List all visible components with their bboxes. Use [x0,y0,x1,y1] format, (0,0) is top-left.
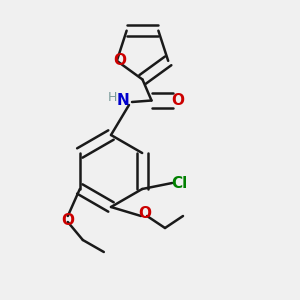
Text: Cl: Cl [172,176,188,190]
Text: N: N [117,93,129,108]
Text: O: O [113,53,126,68]
Text: H: H [108,91,117,104]
Text: O: O [171,93,184,108]
Text: O: O [61,213,74,228]
Text: O: O [138,206,151,221]
